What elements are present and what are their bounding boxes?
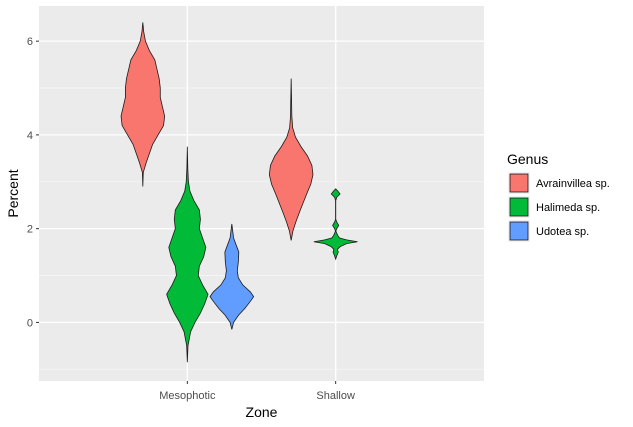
x-tick-label: Shallow [316, 390, 355, 402]
violin-layer [120, 22, 358, 363]
legend-label: Halimeda sp. [536, 202, 600, 214]
y-axis-title: Percent [5, 169, 21, 217]
violin-halimeda-sp-shallow [313, 188, 358, 261]
legend-title: Genus [507, 151, 548, 167]
violin-udotea-sp-mesophotic [209, 223, 255, 330]
y-tick-label: 2 [27, 224, 33, 236]
legend-key-swatch [509, 197, 529, 217]
violin-halimeda-sp-mesophotic [166, 146, 209, 363]
violin-avrainvillea-sp-mesophotic [120, 22, 166, 187]
legend: Genus Avrainvillea sp. Halimeda sp. Udotea… [507, 151, 610, 242]
legend-key-swatch [509, 173, 529, 193]
x-axis-title: Zone [246, 404, 278, 420]
legend-key-swatch [509, 221, 529, 241]
x-tick-label: Mesophotic [159, 390, 216, 402]
y-tick-label: 4 [27, 130, 33, 142]
axis-layer: 0 2 4 6 Mesophotic Shallow [27, 36, 355, 402]
legend-label: Udotea sp. [536, 226, 589, 238]
y-tick-label: 6 [27, 36, 33, 48]
legend-label: Avrainvillea sp. [536, 178, 610, 190]
violin-avrainvillea-sp-shallow [268, 78, 314, 241]
plot-panel [39, 6, 484, 381]
y-tick-label: 0 [27, 317, 33, 329]
